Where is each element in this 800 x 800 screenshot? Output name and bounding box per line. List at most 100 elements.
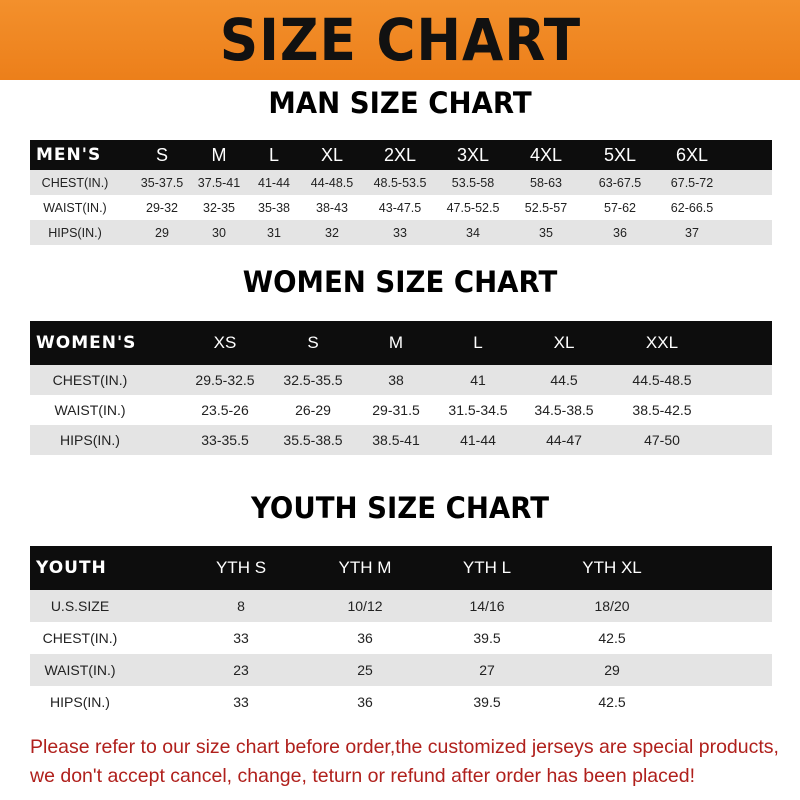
- table-cell: 31: [267, 225, 281, 240]
- table-cell: 25: [357, 662, 373, 678]
- notice-line-2: we don't accept cancel, change, teturn o…: [30, 765, 695, 787]
- measurement-label: WAIST(IN.): [54, 402, 126, 418]
- table-cell: 39.5: [473, 694, 501, 710]
- table-cell: 33: [233, 630, 249, 646]
- size-header: YTH L: [462, 558, 512, 577]
- table-cell: 29.5-32.5: [195, 372, 255, 388]
- table-cell: 26-29: [295, 402, 331, 418]
- table-cell: 41-44: [460, 432, 496, 448]
- size-header: 4XL: [529, 144, 563, 165]
- table-row: HIPS(IN.) 33-35.5 35.5-38.5 38.5-41 41-44 44-…: [30, 425, 772, 455]
- table-cell: 8: [237, 598, 245, 614]
- table-cell: 23: [233, 662, 249, 678]
- table-row: CHEST(IN.) 33 36 39.5 42.5: [30, 622, 772, 654]
- table-cell: 42.5: [598, 694, 626, 710]
- table-cell: 57-62: [604, 200, 636, 215]
- table-cell: 44.5-48.5: [632, 372, 692, 388]
- table-cell: 47-50: [644, 432, 680, 448]
- table-cell: 48.5-53.5: [373, 175, 427, 190]
- size-header: S: [155, 144, 169, 165]
- table-cell: 53.5-58: [451, 175, 495, 190]
- size-header: XL: [320, 144, 344, 165]
- table-cell: 30: [212, 225, 226, 240]
- table-header-row: YOUTH YTH S YTH M YTH L YTH XL: [30, 546, 772, 590]
- table-cell: 47.5-52.5: [446, 200, 500, 215]
- size-header: L: [473, 333, 483, 352]
- table-cell: 44.5: [550, 372, 578, 388]
- size-header: 5XL: [603, 144, 637, 165]
- table-cell: 34: [466, 225, 480, 240]
- size-header: YTH XL: [582, 558, 642, 577]
- table-cell: 33: [393, 225, 407, 240]
- table-cell: 33-35.5: [201, 432, 249, 448]
- size-header: S: [307, 333, 319, 352]
- table-cell: 36: [357, 694, 373, 710]
- table-cell: 38.5-42.5: [632, 402, 692, 418]
- men-section-title: MAN SIZE CHART: [268, 86, 532, 120]
- table-header-row: MEN'S S M L XL 2XL 3XL 4XL 5XL 6XL: [30, 140, 772, 170]
- table-cell: 41: [470, 372, 486, 388]
- page-title: SIZE CHART: [219, 6, 581, 74]
- table-cell: 52.5-57: [524, 200, 568, 215]
- table-cell: 31.5-34.5: [448, 402, 508, 418]
- measurement-label: CHEST(IN.): [41, 175, 109, 190]
- size-header: L: [268, 144, 280, 165]
- table-cell: 44-47: [546, 432, 582, 448]
- table-cell: 29-31.5: [372, 402, 420, 418]
- table-cell: 35-37.5: [140, 175, 184, 190]
- table-cell: 67.5-72: [670, 175, 714, 190]
- table-row: U.S.SIZE 8 10/12 14/16 18/20: [30, 590, 772, 622]
- table-cell: 35.5-38.5: [283, 432, 343, 448]
- table-corner-label: YOUTH: [36, 558, 107, 578]
- table-cell: 32-35: [203, 200, 235, 215]
- size-header: M: [211, 144, 227, 165]
- table-cell: 10/12: [347, 598, 383, 614]
- measurement-label: WAIST(IN.): [44, 662, 116, 678]
- measurement-label: WAIST(IN.): [43, 200, 107, 215]
- table-row: WAIST(IN.) 23 25 27 29: [30, 654, 772, 686]
- table-cell: 36: [357, 630, 373, 646]
- table-cell: 29: [155, 225, 169, 240]
- table-cell: 32: [325, 225, 339, 240]
- table-cell: 37: [685, 225, 699, 240]
- table-cell: 29: [604, 662, 620, 678]
- table-cell: 38.5-41: [372, 432, 420, 448]
- size-header: 6XL: [675, 144, 709, 165]
- table-cell: 38-43: [316, 200, 348, 215]
- table-cell: 62-66.5: [670, 200, 714, 215]
- measurement-label: HIPS(IN.): [60, 432, 120, 448]
- measurement-label: HIPS(IN.): [50, 694, 110, 710]
- table-row: HIPS(IN.) 29 30 31 32 33 34 35 36 37: [30, 220, 772, 245]
- table-cell: 39.5: [473, 630, 501, 646]
- table-corner-label: MEN'S: [36, 145, 102, 165]
- table-cell: 41-44: [258, 175, 290, 190]
- table-cell: 27: [479, 662, 495, 678]
- table-cell: 23.5-26: [201, 402, 249, 418]
- size-chart-banner: SIZE CHART: [0, 0, 800, 80]
- size-header: XXL: [645, 333, 679, 352]
- table-row: WAIST(IN.) 23.5-26 26-29 29-31.5 31.5-34.5 34…: [30, 395, 772, 425]
- table-cell: 43-47.5: [378, 200, 422, 215]
- size-header: YTH S: [215, 558, 267, 577]
- table-cell: 29-32: [146, 200, 178, 215]
- table-cell: 14/16: [469, 598, 505, 614]
- table-cell: 38: [388, 372, 404, 388]
- notice-line-1: Please refer to our size chart before or…: [30, 736, 779, 758]
- women-size-table: WOMEN'S XS S M L XL XXL CHEST(IN.) 29.5-32.5 32.5…: [30, 321, 772, 455]
- table-cell: 42.5: [598, 630, 626, 646]
- table-cell: 36: [613, 225, 627, 240]
- measurement-label: HIPS(IN.): [48, 225, 102, 240]
- table-cell: 32.5-35.5: [283, 372, 343, 388]
- measurement-label: U.S.SIZE: [50, 598, 110, 614]
- size-header: 2XL: [383, 144, 417, 165]
- table-row: HIPS(IN.) 33 36 39.5 42.5: [30, 686, 772, 718]
- table-cell: 63-67.5: [598, 175, 642, 190]
- table-row: CHEST(IN.) 29.5-32.5 32.5-35.5 38 41 44.5 44.5…: [30, 365, 772, 395]
- measurement-label: CHEST(IN.): [52, 372, 128, 388]
- size-header: XS: [213, 333, 237, 352]
- youth-section-title: YOUTH SIZE CHART: [250, 491, 550, 525]
- women-section-title: WOMEN SIZE CHART: [242, 265, 558, 299]
- table-cell: 33: [233, 694, 249, 710]
- table-cell: 37.5-41: [197, 175, 241, 190]
- table-cell: 34.5-38.5: [534, 402, 594, 418]
